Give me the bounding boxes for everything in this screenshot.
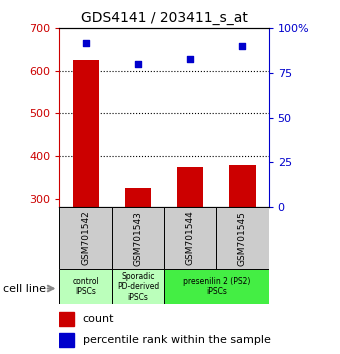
Bar xyxy=(177,167,203,207)
Text: GSM701542: GSM701542 xyxy=(81,211,90,266)
Text: GSM701545: GSM701545 xyxy=(238,211,247,266)
Bar xyxy=(164,269,269,304)
Text: GSM701543: GSM701543 xyxy=(133,211,142,266)
Bar xyxy=(164,207,216,269)
Point xyxy=(187,56,193,62)
Bar xyxy=(125,188,151,207)
Text: count: count xyxy=(83,314,114,324)
Bar xyxy=(59,207,112,269)
Bar xyxy=(216,207,269,269)
Bar xyxy=(112,207,164,269)
Text: presenilin 2 (PS2)
iPSCs: presenilin 2 (PS2) iPSCs xyxy=(183,277,250,296)
Bar xyxy=(59,269,112,304)
Bar xyxy=(59,333,74,347)
Point xyxy=(240,44,245,49)
Text: percentile rank within the sample: percentile rank within the sample xyxy=(83,335,271,345)
Point xyxy=(83,40,88,45)
Bar xyxy=(72,60,99,207)
Text: Sporadic
PD-derived
iPSCs: Sporadic PD-derived iPSCs xyxy=(117,272,159,302)
Bar xyxy=(230,165,256,207)
Point xyxy=(135,61,141,67)
Text: control
IPSCs: control IPSCs xyxy=(72,277,99,296)
Bar xyxy=(112,269,164,304)
Bar xyxy=(59,312,74,326)
Text: cell line: cell line xyxy=(3,284,46,293)
Title: GDS4141 / 203411_s_at: GDS4141 / 203411_s_at xyxy=(81,11,248,24)
Text: GSM701544: GSM701544 xyxy=(186,211,195,266)
